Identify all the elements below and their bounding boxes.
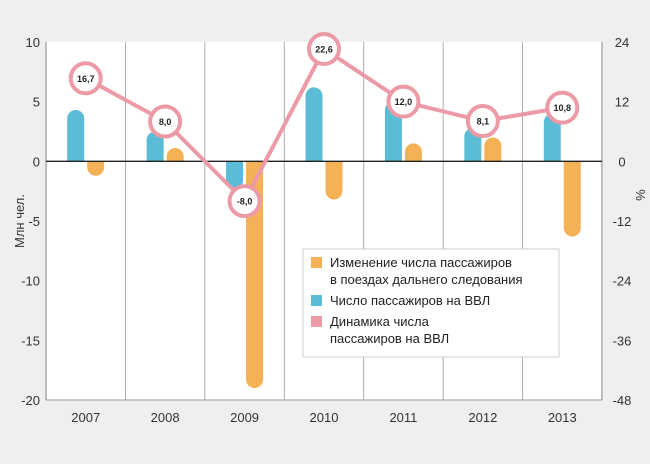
legend-label: Число пассажиров на ВВЛ <box>330 293 490 308</box>
bar-rail-2012 <box>484 137 502 162</box>
y-right-axis-title: % <box>633 189 648 201</box>
x-tick: 2007 <box>71 410 100 425</box>
legend-label: пассажиров на ВВЛ <box>330 331 449 346</box>
bar-avia-2010 <box>305 87 323 162</box>
y-right-tick: -48 <box>613 393 632 408</box>
y-right-tick: 24 <box>615 35 629 50</box>
bar-rail-2013 <box>563 161 581 237</box>
y-left-tick: 0 <box>33 154 40 169</box>
y-left-tick: -15 <box>21 333 40 348</box>
bars <box>67 87 581 389</box>
marker-2010 <box>307 31 341 66</box>
marker-2012 <box>465 104 500 139</box>
legend-swatch <box>311 316 322 327</box>
legend: Изменение числа пассажиров в поездах даль… <box>302 248 560 358</box>
x-tick: 2008 <box>151 410 180 425</box>
bar-rail-2007 <box>87 161 105 176</box>
y-left-tick: 10 <box>26 35 40 50</box>
bar-avia-2007 <box>67 110 85 162</box>
marker-2008 <box>148 104 183 139</box>
x-tick: 2010 <box>310 410 339 425</box>
x-tick: 2009 <box>230 410 259 425</box>
bar-avia-2013 <box>543 113 561 162</box>
marker-2007 <box>68 61 103 96</box>
y-right-tick: -36 <box>613 333 632 348</box>
marker-label-2008: 8,0 <box>159 117 172 127</box>
marker-label-2009: -8,0 <box>237 197 253 207</box>
marker-2011 <box>386 84 421 119</box>
ticks: 10 5 0 -5 -10 -15 -20 24 12 0 -12 -24 -36 -48 2007 2008… <box>21 35 631 425</box>
y-left-axis-title: Млн чел. <box>12 194 27 248</box>
bar-avia-2008 <box>146 131 164 162</box>
bar-rail-2009 <box>246 161 264 389</box>
x-tick: 2013 <box>548 410 577 425</box>
marker-label-2011: 12,0 <box>395 97 413 107</box>
x-tick: 2011 <box>389 410 417 425</box>
marker-label-2013: 10,8 <box>554 103 572 113</box>
legend-swatch <box>311 257 322 268</box>
y-left-tick: -10 <box>21 274 40 289</box>
y-left-tick: 5 <box>33 95 40 110</box>
legend-label: Динамика числа <box>330 314 430 329</box>
legend-swatch <box>311 295 322 306</box>
markers: 16,7 8,0 -8,0 22,6 12,0 8,1 10,8 <box>68 31 580 219</box>
y-left-tick: -20 <box>21 393 40 408</box>
y-right-tick: 0 <box>618 154 625 169</box>
y-right-tick: -24 <box>613 274 632 289</box>
y-right-tick: 12 <box>615 95 629 110</box>
bar-rail-2010 <box>325 161 343 200</box>
y-right-tick: -12 <box>613 214 632 229</box>
y-left-tick: -5 <box>28 214 40 229</box>
bar-rail-2011 <box>404 143 422 162</box>
marker-2009 <box>227 184 262 219</box>
bar-rail-2008 <box>166 148 184 162</box>
marker-label-2010: 22,6 <box>315 44 333 54</box>
legend-box <box>302 248 560 358</box>
legend-label: Изменение числа пассажиров <box>330 255 512 270</box>
bar-avia-2009 <box>226 161 244 189</box>
marker-label-2012: 8,1 <box>477 117 490 127</box>
marker-2013 <box>545 90 580 125</box>
x-tick: 2012 <box>468 410 497 425</box>
marker-label-2007: 16,7 <box>77 74 95 84</box>
legend-label: в поездах дальнего следования <box>330 272 523 287</box>
